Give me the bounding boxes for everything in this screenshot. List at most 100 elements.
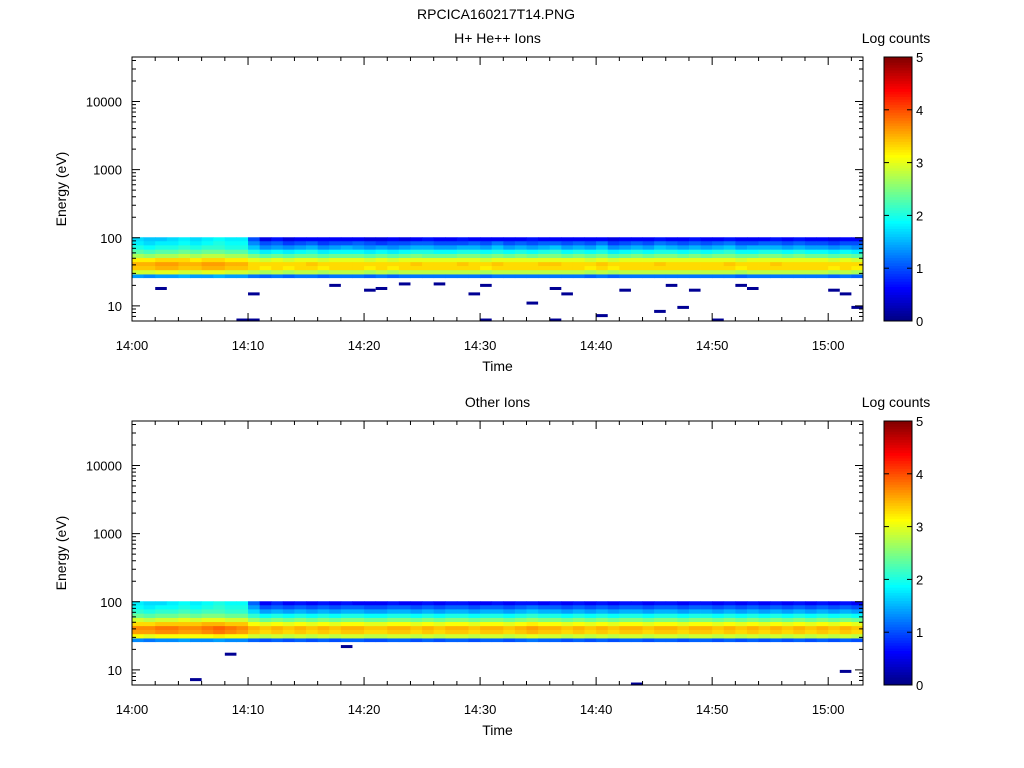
heatmap-cell xyxy=(654,266,667,271)
heatmap-cell xyxy=(584,270,597,275)
heatmap-cell xyxy=(700,241,713,246)
colorbar-swatch xyxy=(884,555,912,559)
heatmap-cell xyxy=(758,609,771,615)
heatmap-cell xyxy=(422,237,435,242)
heatmap-cell xyxy=(190,638,203,643)
heatmap-cell xyxy=(352,605,365,610)
heatmap-cell xyxy=(294,609,307,615)
heatmap-cell xyxy=(224,613,237,619)
heatmap-cell xyxy=(352,609,365,615)
heatmap-cell xyxy=(572,601,585,606)
heatmap-cell xyxy=(828,634,841,639)
heatmap-cell xyxy=(596,634,609,639)
heatmap-cell xyxy=(538,605,551,610)
heatmap-cell xyxy=(294,258,307,263)
colorbar-swatch xyxy=(884,655,912,659)
heatmap-cell xyxy=(480,241,493,246)
heatmap-cell xyxy=(572,634,585,639)
heatmap-cell xyxy=(375,249,388,255)
heatmap-cell xyxy=(375,245,388,251)
heatmap-cell xyxy=(723,638,736,643)
heatmap-cell xyxy=(654,638,667,643)
heatmap-cell xyxy=(630,274,643,279)
heatmap-cell xyxy=(804,630,817,635)
heatmap-cell xyxy=(654,609,667,615)
heatmap-cell xyxy=(816,634,829,639)
heatmap-cell xyxy=(236,634,249,639)
heatmap-cell xyxy=(677,601,690,606)
heatmap-cell xyxy=(549,237,562,242)
heatmap-cell xyxy=(514,245,527,251)
heatmap-cell xyxy=(178,613,191,619)
heatmap-cell xyxy=(793,605,806,610)
heatmap-cell xyxy=(259,605,272,610)
heatmap-cell xyxy=(306,622,319,627)
heatmap-cell xyxy=(781,626,794,631)
heatmap-cell xyxy=(793,266,806,271)
colorbar-swatch xyxy=(884,302,912,306)
heatmap-cell xyxy=(190,249,203,255)
heatmap-cell xyxy=(213,634,226,639)
heatmap-cell xyxy=(271,262,284,267)
heatmap-cell xyxy=(816,605,829,610)
colorbar-swatch xyxy=(884,671,912,675)
heatmap-cell xyxy=(514,605,527,610)
heatmap-cell xyxy=(770,274,783,279)
heatmap-cell xyxy=(236,270,249,275)
heatmap-cell xyxy=(735,613,748,619)
heatmap-cell xyxy=(340,630,353,635)
heatmap-cell xyxy=(480,270,493,275)
heatmap-cells xyxy=(132,601,864,686)
heatmap-cell xyxy=(259,237,272,242)
heatmap-cell xyxy=(201,617,214,623)
heatmap-cell xyxy=(770,237,783,242)
colorbar-swatch xyxy=(884,640,912,644)
heatmap-cell xyxy=(607,266,620,271)
heatmap-cell xyxy=(433,626,446,631)
heatmap-cell xyxy=(491,617,504,623)
heatmap-cell xyxy=(410,605,423,610)
colorbar-swatch xyxy=(884,112,912,116)
heatmap-cell-sparse xyxy=(329,283,341,287)
colorbar-swatch xyxy=(884,173,912,177)
heatmap-cell xyxy=(491,601,504,606)
colorbar-swatch xyxy=(884,91,912,95)
heatmap-cell xyxy=(178,634,191,639)
heatmap-cell xyxy=(677,609,690,615)
heatmap-cell xyxy=(178,274,191,279)
heatmap-cell xyxy=(665,253,678,259)
heatmap-cell xyxy=(677,258,690,263)
heatmap-cell xyxy=(178,245,191,251)
heatmap-cell xyxy=(491,609,504,615)
colorbar-swatch xyxy=(884,542,912,546)
heatmap-cell xyxy=(236,249,249,255)
heatmap-cell xyxy=(538,626,551,631)
heatmap-cell xyxy=(677,249,690,255)
heatmap-cell xyxy=(143,638,156,643)
heatmap-cell xyxy=(793,249,806,255)
heatmap-cell xyxy=(422,634,435,639)
heatmap-cell xyxy=(445,270,458,275)
heatmap-cell xyxy=(387,241,400,246)
heatmap-cell xyxy=(572,266,585,271)
y-tick-label: 1000 xyxy=(93,527,122,542)
heatmap-cell xyxy=(155,638,168,643)
colorbar-swatch xyxy=(884,257,912,261)
colorbar-swatch xyxy=(884,104,912,108)
heatmap-cell xyxy=(410,617,423,623)
heatmap-cell xyxy=(166,630,179,635)
heatmap-cell xyxy=(248,605,261,610)
heatmap-cell xyxy=(630,237,643,242)
heatmap-cell xyxy=(329,266,342,271)
x-axis: 14:00 14:10 14:20 14:30 14:40 14:50 15:00 xyxy=(116,57,852,353)
heatmap-cell xyxy=(480,258,493,263)
heatmap-cell xyxy=(665,245,678,251)
heatmap-cell xyxy=(236,262,249,267)
heatmap-cell xyxy=(445,266,458,271)
heatmap-cell xyxy=(514,241,527,246)
heatmap-cell xyxy=(317,262,330,267)
heatmap-cell xyxy=(166,253,179,259)
heatmap-cell xyxy=(804,617,817,623)
colorbar-swatch xyxy=(884,80,912,84)
heatmap-cell xyxy=(329,249,342,255)
